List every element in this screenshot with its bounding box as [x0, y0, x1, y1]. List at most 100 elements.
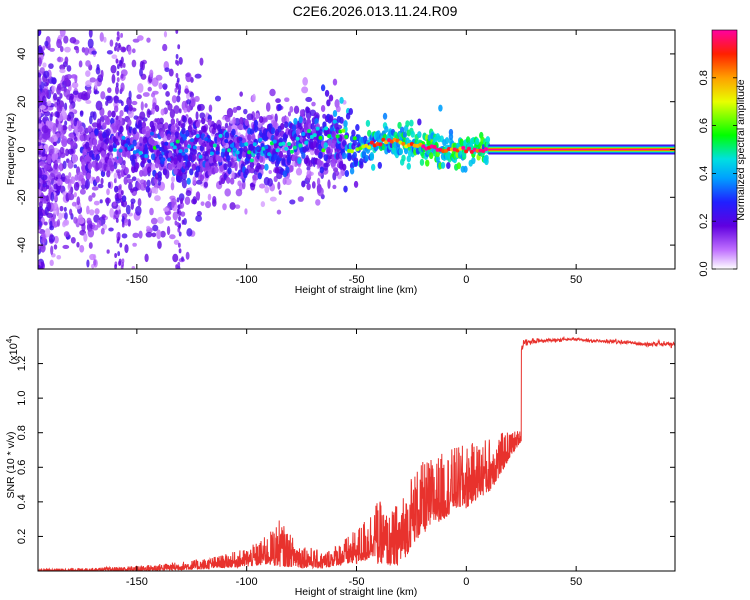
- spectrogram-cell: [156, 229, 162, 240]
- spectrogram-cell: [130, 144, 135, 149]
- spectrogram-cell: [244, 208, 248, 215]
- spectrogram-cell: [207, 138, 212, 143]
- spectrogram-cell: [100, 69, 104, 79]
- spectrogram-cell: [256, 162, 261, 170]
- spectrogram-cell: [327, 179, 331, 189]
- spectrogram-cell: [104, 197, 111, 204]
- spectrogram-cell: [464, 149, 469, 154]
- spectrogram-cell: [87, 38, 94, 49]
- spectrogram-cell: [123, 176, 128, 185]
- snr-y-label: SNR (10 * v/v): [5, 431, 17, 498]
- spectrogram-cell: [278, 190, 282, 195]
- spectrogram-cell: [63, 77, 71, 87]
- spectrogram-cell: [113, 185, 119, 193]
- spectrogram-cell: [38, 118, 42, 126]
- spectrogram-cell: [57, 171, 62, 179]
- spectrogram-cell: [73, 117, 78, 127]
- spectrogram-cell: [323, 142, 328, 150]
- spectrogram-cell: [64, 56, 69, 64]
- spectrogram-cell: [278, 150, 284, 158]
- spectrogram-cell: [111, 54, 118, 60]
- spectrogram-cell: [208, 156, 214, 164]
- spectrogram-cell: [94, 208, 100, 215]
- spectrogram-cell: [229, 202, 236, 210]
- spectrogram-cell: [444, 148, 449, 153]
- spectrogram-cell: [176, 221, 180, 227]
- spectrogram-cell: [176, 60, 180, 66]
- spectrogram-cell: [196, 210, 202, 217]
- spectrogram-cell: [137, 198, 142, 207]
- spectrogram-y-tick-label: -40: [16, 237, 28, 253]
- spectrogram-cell: [102, 122, 107, 130]
- spectrogram-cell: [121, 222, 125, 228]
- spectrogram-cell: [177, 242, 181, 248]
- spectrogram-cell: [198, 138, 203, 146]
- spectrogram-cell: [181, 219, 185, 225]
- spectrogram-cell: [175, 264, 179, 269]
- spectrogram-cell: [344, 134, 349, 139]
- spectrogram-cell: [38, 224, 42, 230]
- spectrogram-cell: [484, 147, 489, 152]
- spectrogram-cell: [339, 96, 344, 104]
- spectrogram-cell: [110, 64, 117, 74]
- spectrogram-cell: [355, 124, 360, 132]
- spectrogram-cell: [72, 90, 79, 95]
- spectrogram-cell: [121, 262, 124, 268]
- snr-y-tick-label: 0.8: [16, 425, 28, 440]
- spectrogram-cell: [38, 123, 43, 129]
- spectrogram-cell: [157, 240, 162, 249]
- spectrogram-cell: [306, 166, 311, 171]
- spectrogram-cell: [55, 152, 59, 159]
- spectrogram-cell: [154, 104, 160, 112]
- spectrogram-cell: [200, 201, 205, 206]
- spectrogram-cell: [121, 233, 128, 239]
- spectrogram-cell: [50, 191, 55, 202]
- spectrogram-cell: [73, 136, 78, 142]
- spectrogram-cell: [183, 139, 189, 147]
- snr-y-ticks: 0.2 0.4 0.6 0.8 1.0 1.2: [16, 356, 675, 544]
- spectrogram-cell: [51, 85, 56, 92]
- spectrogram-cell: [287, 111, 292, 117]
- spectrogram-cell: [164, 141, 169, 146]
- spectrogram-cell: [180, 197, 184, 203]
- spectrogram-cell: [305, 96, 313, 103]
- spectrogram-cell: [70, 117, 74, 126]
- spectrogram-cell: [124, 143, 129, 148]
- spectrogram-cell: [113, 178, 117, 184]
- spectrogram-cell: [449, 147, 454, 152]
- spectrogram-cell: [192, 176, 197, 186]
- spectrogram-cell: [175, 139, 180, 144]
- spectrogram-cell: [113, 172, 118, 180]
- spectrogram-cell: [110, 164, 115, 172]
- spectrogram-cell: [95, 66, 101, 75]
- spectrogram-cell: [85, 141, 90, 149]
- spectrogram-cell: [117, 42, 121, 48]
- spectrogram-cell: [258, 137, 263, 142]
- spectrogram-cell: [38, 181, 41, 189]
- spectrogram-cell: [195, 165, 201, 173]
- spectrogram-cell: [91, 186, 99, 191]
- spectrogram-cell: [117, 156, 123, 164]
- spectrogram-cell: [68, 133, 74, 138]
- spectrogram-cell: [165, 215, 172, 221]
- spectrogram-cell: [73, 164, 78, 169]
- spectrogram-cell: [226, 176, 231, 184]
- spectrogram-cell: [142, 136, 148, 144]
- spectrogram-cell: [137, 83, 144, 94]
- spectrogram-x-tick-label: -150: [126, 274, 148, 286]
- spectrogram-cell: [384, 125, 389, 133]
- spectrogram-y-tick-label: 0: [16, 146, 28, 152]
- spectrogram-cell: [167, 103, 173, 111]
- spectrogram-cell: [402, 131, 408, 139]
- spectrogram-cell: [70, 236, 76, 244]
- spectrogram-cell: [51, 77, 57, 85]
- spectrogram-cell: [381, 137, 386, 142]
- snr-y-tick-label: 1.2: [16, 356, 28, 371]
- spectrogram-y-tick-label: 40: [16, 48, 28, 60]
- spectrogram-cell: [38, 264, 42, 269]
- spectrogram-cell: [41, 95, 47, 106]
- spectrogram-cell: [341, 128, 346, 133]
- spectrogram-cell: [184, 148, 189, 153]
- spectrogram-cell: [200, 117, 206, 125]
- spectrogram-cell: [171, 176, 175, 183]
